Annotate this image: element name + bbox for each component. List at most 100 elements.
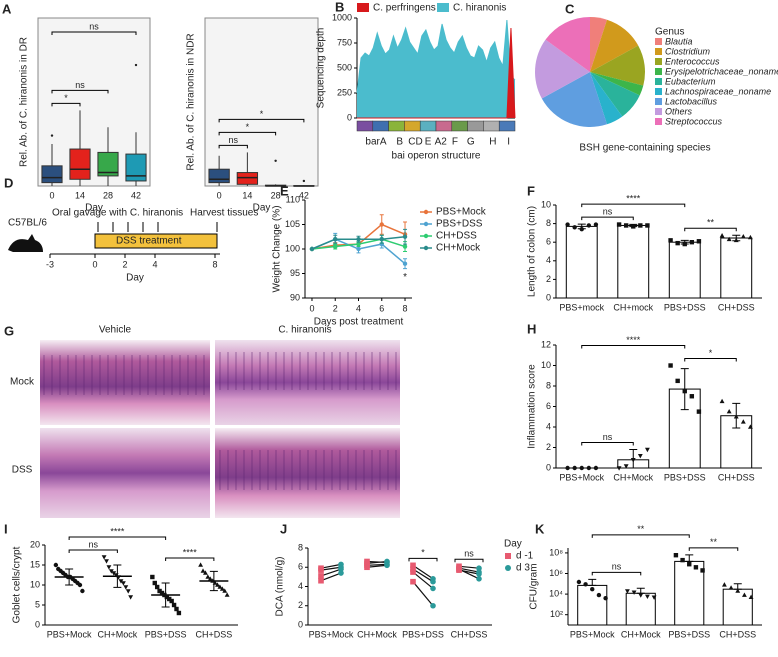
data-point (217, 584, 223, 589)
legend-marker (423, 245, 429, 251)
data-point (118, 579, 124, 584)
pie-slice (541, 72, 607, 127)
data-point (125, 589, 131, 594)
data-point (687, 562, 692, 567)
legend-marker (423, 209, 429, 215)
data-point (123, 585, 129, 590)
legend-label: C. hiranonis (453, 3, 506, 14)
pair-line (366, 560, 388, 564)
panel-label: G (4, 323, 14, 338)
x-tick-label: PBS+DSS (668, 629, 710, 639)
legend-marker (505, 553, 511, 559)
legend-swatch (357, 3, 369, 12)
bar (668, 241, 701, 299)
data-point (590, 586, 595, 592)
outlier (302, 179, 306, 183)
gene-block (498, 120, 516, 132)
legend-label: Lachnospiraceae_noname (665, 86, 771, 96)
gene-label: E (425, 137, 432, 148)
significance-bracket (218, 118, 305, 123)
y-tick-label: 110 (286, 194, 300, 204)
data-point (200, 568, 206, 573)
pair-line (320, 572, 342, 582)
area-line (357, 27, 516, 119)
x-tick-label: 42 (131, 190, 141, 200)
pair-line (458, 565, 480, 569)
data-point (689, 394, 695, 399)
y-tick-label: 10⁶ (549, 568, 563, 578)
data-point (309, 246, 315, 252)
legend-swatch (655, 78, 662, 85)
data-point (157, 588, 162, 594)
y-tick-label: 0 (35, 619, 40, 629)
legend-label: Streptococcus (665, 116, 723, 126)
pie-slice (590, 72, 623, 125)
gene-label: H (489, 137, 496, 148)
data-point (111, 571, 117, 576)
data-point (384, 562, 390, 569)
legend-swatch (655, 38, 662, 45)
legend-label: Blautia (665, 36, 693, 46)
significance-bracket (68, 536, 167, 540)
significance-label: **** (110, 526, 125, 536)
data-point (333, 244, 338, 249)
legend-swatch (437, 3, 449, 12)
gene-block (419, 120, 437, 132)
box (97, 151, 119, 177)
significance-bracket (51, 102, 81, 107)
legend-swatch (655, 118, 662, 125)
x-tick-label: CH+DSS (718, 472, 755, 482)
data-point (728, 585, 734, 590)
pair-line (458, 568, 480, 580)
data-point (318, 573, 324, 579)
mouse-icon (8, 234, 43, 252)
x-axis-label: bai operon structure (392, 151, 481, 162)
histology-texture (40, 355, 210, 395)
significance-bracket (684, 358, 737, 362)
histology-image (40, 428, 210, 518)
data-point (682, 241, 687, 247)
data-point (579, 226, 584, 232)
y-tick-label: 2 (546, 274, 551, 284)
data-point (379, 222, 384, 227)
data-point (152, 580, 157, 586)
x-tick-label: 0 (217, 190, 222, 200)
panel-label: C (565, 1, 575, 16)
data-point (356, 246, 361, 252)
column-label: C. hiranonis (278, 325, 331, 336)
significance-label: * (260, 109, 264, 119)
pair-line (320, 563, 342, 569)
panel-label: I (4, 521, 8, 536)
legend-swatch (655, 98, 662, 105)
significance-bracket (218, 131, 277, 136)
legend-title: Day (504, 539, 522, 550)
y-tick-label: 100 (285, 243, 300, 253)
y-tick-label: 0 (298, 619, 303, 629)
significance-label: ns (612, 562, 622, 572)
significance-bracket (454, 558, 484, 563)
x-tick-label: PBS+Mock (559, 472, 604, 482)
box (236, 172, 259, 185)
data-point (203, 570, 208, 575)
significance-label: ns (228, 135, 238, 145)
data-point (171, 602, 177, 608)
data-point (113, 573, 119, 578)
gavage-label: Oral gavage with C. hiranonis (52, 208, 183, 219)
legend-label: d -1 (516, 551, 534, 562)
histology-texture (215, 352, 400, 390)
data-point (116, 575, 122, 580)
panel-label: E (280, 183, 289, 198)
y-tick-label: 105 (285, 219, 300, 229)
pie-slice (545, 17, 590, 72)
data-point (733, 237, 739, 243)
y-tick-label: 4 (546, 421, 551, 431)
data-point (572, 465, 577, 471)
data-point (740, 419, 746, 424)
data-point (747, 424, 753, 429)
significance-bracket (165, 557, 215, 561)
x-tick-label: CH+Mock (613, 472, 653, 482)
legend-label: Clostridium (665, 46, 711, 56)
y-axis-label: Length of colon (cm) (527, 206, 538, 297)
timeline-ticks (49, 254, 216, 258)
data-point (696, 239, 702, 244)
